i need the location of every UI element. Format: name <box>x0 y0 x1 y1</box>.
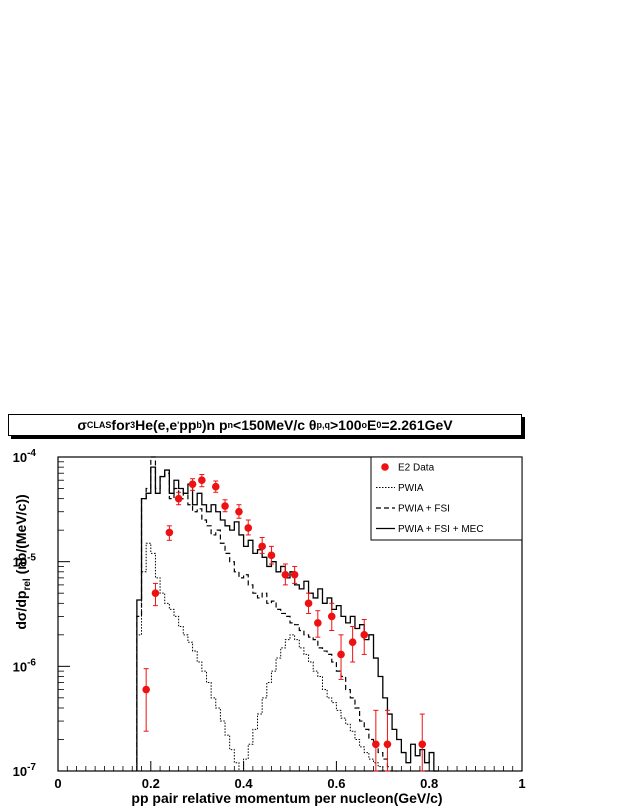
data-point <box>221 502 229 510</box>
data-point <box>188 480 197 488</box>
y-tick-exponent: -6 <box>27 657 36 668</box>
data-point <box>314 619 322 627</box>
data-point <box>360 631 369 639</box>
data-point <box>258 542 266 551</box>
y-tick-exponent: -5 <box>27 553 36 564</box>
x-tick-label: 0.2 <box>142 776 160 791</box>
y-axis-label-tail: (nb/(MeV/c)) <box>13 494 29 578</box>
x-tick-label: 0 <box>54 776 61 791</box>
data-point <box>174 494 183 503</box>
data-point <box>348 638 357 647</box>
legend-label: PWIA + FSI <box>398 504 450 515</box>
data-point <box>211 482 220 491</box>
y-tick-base: 10 <box>13 450 27 465</box>
y-axis-label-sub: rel <box>22 578 33 590</box>
y-tick-base: 10 <box>13 764 27 779</box>
data-point <box>383 740 392 749</box>
legend-marker <box>381 463 389 471</box>
data-point <box>142 685 150 694</box>
y-tick-label: 10-6 <box>13 657 37 674</box>
y-tick-exponent: -7 <box>27 762 36 773</box>
data-point <box>267 551 276 560</box>
data-point <box>290 570 299 579</box>
data-point <box>304 599 313 608</box>
data-point <box>165 528 174 537</box>
y-tick-base: 10 <box>13 555 27 570</box>
legend-label: E2 Data <box>398 463 435 474</box>
data-point <box>281 570 290 579</box>
legend-label: PWIA <box>398 483 424 494</box>
chart-title: σ CLAS for 3 He(e,e ' pp b)n p n <150MeV/c θ p,q… <box>8 414 522 436</box>
y-tick-base: 10 <box>13 659 27 674</box>
x-tick-label: 0.6 <box>327 776 345 791</box>
legend-box <box>370 456 523 541</box>
series-dashed-line <box>136 456 397 772</box>
data-point <box>418 740 427 749</box>
x-tick-label: 0.4 <box>235 776 254 791</box>
legend-label: PWIA + FSI + MEC <box>398 524 484 535</box>
y-tick-label: 10-7 <box>13 762 37 779</box>
data-point <box>151 589 160 597</box>
y-tick-exponent: -4 <box>27 448 36 459</box>
data-point <box>198 476 206 485</box>
y-tick-label: 10-5 <box>13 553 37 570</box>
x-axis-label: pp pair relative momentum per nucleon(Ge… <box>131 790 442 806</box>
data-point <box>372 740 380 749</box>
data-point <box>337 650 345 659</box>
x-tick-label: 1 <box>518 776 525 791</box>
x-tick-label: 0.8 <box>420 776 438 791</box>
y-axis-label-main: dσ/dp <box>13 591 29 630</box>
data-point <box>327 612 336 621</box>
y-tick-label: 10-4 <box>13 448 37 465</box>
y-axis-label: dσ/dprel (nb/(MeV/c)) <box>13 494 33 629</box>
data-point <box>244 524 253 532</box>
data-point <box>235 507 243 516</box>
series-dotted-line <box>136 542 388 772</box>
